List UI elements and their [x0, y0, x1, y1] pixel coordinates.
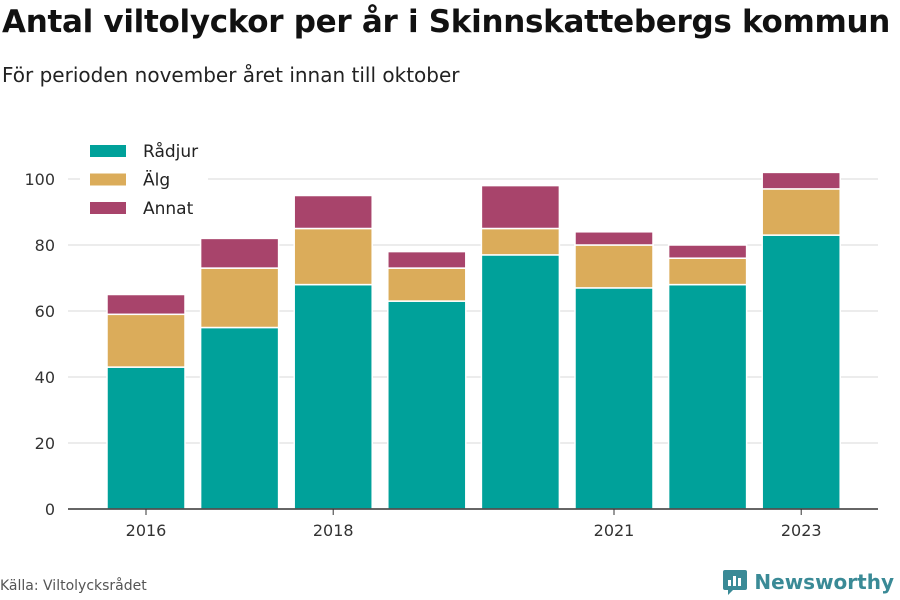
bar-segment [480, 254, 561, 510]
chart-subtitle: För perioden november året innan till ok… [2, 63, 460, 87]
legend-label-1: Älg [143, 170, 170, 191]
bar-segment [199, 326, 280, 510]
brand-name: Newsworthy [754, 570, 894, 594]
x-tick-label: 2023 [781, 521, 822, 540]
bar-segment [106, 313, 186, 368]
legend-swatch-2 [90, 202, 126, 214]
bar-segment [574, 231, 654, 246]
bar-segment [761, 234, 841, 510]
bar-segment [106, 293, 186, 316]
legend-swatch-1 [90, 173, 126, 186]
legend-label-2: Annat [143, 199, 194, 219]
x-tick-label: 2016 [126, 521, 167, 540]
bar-segment [667, 257, 748, 286]
bar-segment [480, 227, 561, 256]
y-tick-label: 100 [24, 170, 55, 189]
legend-label-0: Rådjur [143, 141, 198, 162]
source-label: Källa: Viltolycksrådet [0, 578, 147, 594]
bar-segment [387, 300, 467, 510]
legend-swatch-0 [90, 145, 126, 157]
bar-segment [199, 267, 280, 329]
bar-segment [761, 171, 841, 190]
y-tick-label: 40 [35, 368, 55, 387]
y-tick-label: 60 [35, 302, 55, 321]
bar-segment [574, 287, 654, 510]
y-tick-label: 20 [35, 434, 55, 453]
bar-segment [480, 184, 561, 230]
bar-segment [293, 283, 373, 510]
newsworthy-logo-icon [723, 570, 748, 595]
bar-segment [574, 244, 654, 289]
bar-segment [106, 366, 186, 510]
bar-segment [387, 250, 467, 269]
brand-logo[interactable]: Newsworthy [722, 568, 894, 596]
bar-segment [199, 237, 280, 269]
bar-segment [293, 227, 373, 286]
chart-title: Antal viltolyckor per år i Skinnskattebe… [2, 4, 890, 40]
bar-segment [667, 244, 748, 259]
bar-segment [387, 267, 467, 302]
bar-segment [293, 194, 373, 230]
x-tick-label: 2018 [313, 521, 354, 540]
y-tick-label: 80 [35, 236, 55, 255]
bar-segment [667, 283, 748, 510]
x-tick-label: 2021 [594, 521, 635, 540]
y-tick-label: 0 [45, 500, 55, 519]
bar-segment [761, 188, 841, 236]
